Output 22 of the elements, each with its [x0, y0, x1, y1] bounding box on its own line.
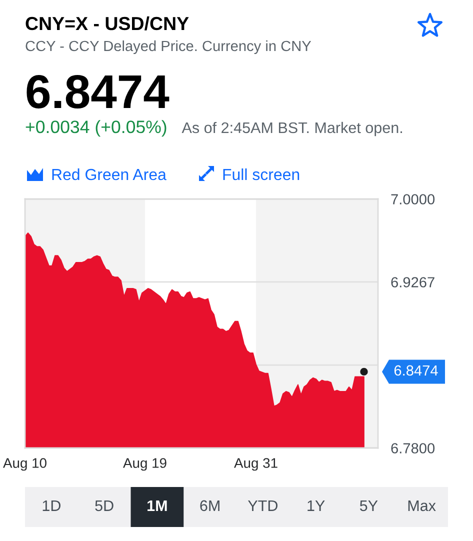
- text: 5Y: [360, 500, 378, 512]
- text: As of 2:45AM BST. Market open.: [182, 122, 402, 136]
- text: 6.8474: [26, 75, 170, 108]
- chart-title: CNY=X - USD/CNY: [26, 16, 189, 30]
- y-tick-label: 7.0000: [391, 194, 435, 204]
- text: YTD: [248, 500, 278, 511]
- text: 6M: [200, 500, 220, 512]
- text: Red Green Area: [52, 168, 166, 180]
- x-tick-label: Aug 19: [123, 458, 166, 471]
- x-tick-label: Aug 10: [3, 458, 46, 471]
- text: Max: [408, 500, 436, 512]
- text: +0.0034 (+0.05%): [26, 120, 166, 137]
- text: 5D: [95, 500, 114, 512]
- text: 1D: [42, 500, 60, 511]
- text: Full screen: [223, 168, 300, 180]
- text: 1Y: [308, 500, 325, 511]
- y-tick-label: 6.7800: [391, 443, 435, 454]
- y-tick-label: 6.9267: [391, 277, 434, 288]
- x-tick-label: Aug 31: [234, 458, 278, 471]
- data-label: 6.8474: [394, 365, 438, 376]
- chart-subtitle: CCY - CCY Delayed Price. Currency in CNY: [26, 40, 312, 54]
- text: 1M: [148, 500, 167, 511]
